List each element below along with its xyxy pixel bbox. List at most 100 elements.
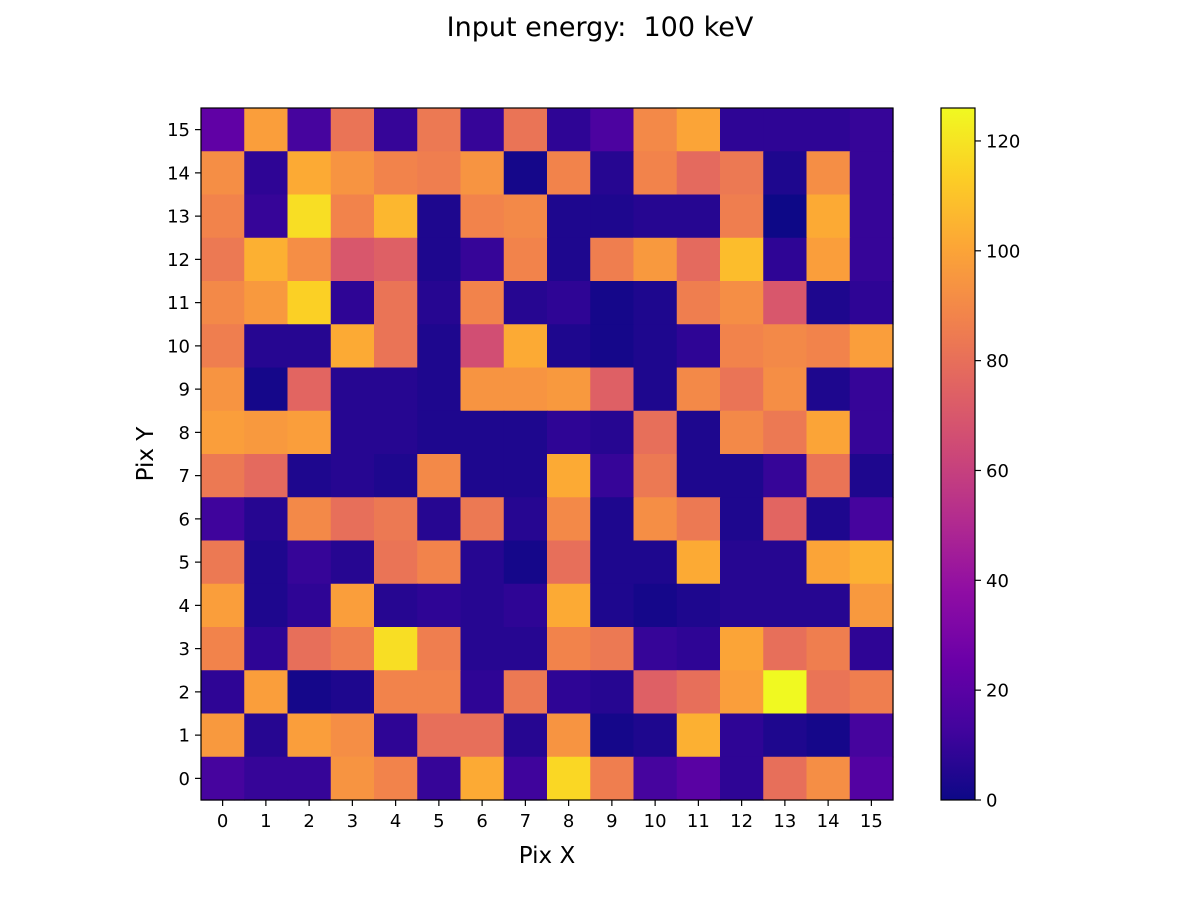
heatmap-cell	[460, 583, 505, 628]
heatmap-cell	[763, 670, 808, 715]
y-tick-label: 14	[167, 163, 190, 184]
y-tick-label: 8	[179, 423, 190, 444]
heatmap-cell	[201, 410, 245, 455]
x-tick-label: 10	[644, 811, 667, 832]
heatmap-cell	[633, 151, 678, 196]
colorbar-tick-label: 80	[986, 351, 1009, 372]
heatmap-cell	[849, 454, 894, 498]
heatmap-cell	[201, 756, 245, 801]
heatmap-cell	[417, 497, 462, 542]
heatmap-cell	[849, 540, 894, 585]
heatmap-cell	[330, 281, 375, 325]
heatmap-cell	[374, 540, 418, 585]
heatmap-cell	[374, 151, 418, 196]
heatmap-cell	[374, 713, 418, 758]
heatmap-cell	[849, 237, 894, 282]
colorbar-tick-label: 60	[986, 461, 1009, 482]
heatmap-cells	[201, 108, 894, 801]
heatmap-cell	[720, 281, 764, 325]
heatmap-cell	[460, 367, 505, 412]
heatmap-cell	[460, 540, 505, 585]
heatmap-cell	[417, 713, 462, 758]
heatmap-cell	[244, 237, 289, 282]
y-tick-label: 2	[179, 682, 190, 703]
heatmap-cell	[330, 237, 375, 282]
heatmap-cell	[244, 670, 289, 715]
heatmap-cell	[633, 627, 678, 671]
heatmap-cell	[763, 151, 808, 196]
heatmap-cell	[633, 194, 678, 239]
heatmap-cell	[590, 410, 635, 455]
heatmap-cell	[244, 756, 289, 801]
heatmap-cell	[676, 410, 721, 455]
heatmap-cell	[547, 583, 591, 628]
heatmap-cell	[676, 454, 721, 498]
heatmap-cell	[503, 540, 548, 585]
heatmap-cell	[720, 151, 764, 196]
heatmap-cell	[244, 108, 289, 152]
heatmap-cell	[201, 194, 245, 239]
heatmap-cell	[244, 713, 289, 758]
heatmap-cell	[374, 454, 418, 498]
heatmap-cell	[806, 540, 851, 585]
y-tick-label: 0	[179, 769, 190, 790]
heatmap-cell	[460, 497, 505, 542]
heatmap-cell	[244, 281, 289, 325]
heatmap-cell	[720, 367, 764, 412]
heatmap-cell	[417, 756, 462, 801]
heatmap-cell	[633, 454, 678, 498]
heatmap-cell	[676, 670, 721, 715]
heatmap-cell	[547, 281, 591, 325]
heatmap-cell	[806, 713, 851, 758]
heatmap-cell	[547, 151, 591, 196]
heatmap-cell	[374, 324, 418, 369]
heatmap-cell	[720, 237, 764, 282]
heatmap-cell	[676, 713, 721, 758]
heatmap-cell	[763, 410, 808, 455]
heatmap-cell	[503, 237, 548, 282]
heatmap-cell	[547, 670, 591, 715]
heatmap-cell	[201, 367, 245, 412]
heatmap-cell	[244, 454, 289, 498]
heatmap-cell	[806, 756, 851, 801]
heatmap-cell	[633, 713, 678, 758]
heatmap-cell	[806, 583, 851, 628]
heatmap-cell	[417, 583, 462, 628]
y-tick-label: 5	[179, 553, 190, 574]
x-tick-label: 4	[390, 811, 401, 832]
heatmap-cell	[763, 281, 808, 325]
heatmap-cell	[503, 583, 548, 628]
x-tick-label: 3	[347, 811, 358, 832]
heatmap-cell	[590, 194, 635, 239]
heatmap-cell	[590, 324, 635, 369]
chart-title: Input energy: 100 keV	[446, 12, 754, 43]
heatmap-cell	[590, 454, 635, 498]
heatmap-cell	[503, 454, 548, 498]
x-tick-label: 15	[860, 811, 883, 832]
heatmap-cell	[633, 670, 678, 715]
heatmap-cell	[763, 627, 808, 671]
heatmap-cell	[806, 454, 851, 498]
heatmap-cell	[201, 540, 245, 585]
heatmap-cell	[590, 713, 635, 758]
heatmap-cell	[287, 324, 332, 369]
heatmap-cell	[330, 454, 375, 498]
y-tick-label: 7	[179, 466, 190, 487]
heatmap-cell	[763, 540, 808, 585]
heatmap-cell	[287, 410, 332, 455]
heatmap-cell	[374, 410, 418, 455]
heatmap-cell	[244, 540, 289, 585]
colorbar-tick-label: 100	[986, 241, 1020, 262]
heatmap-cell	[460, 108, 505, 152]
heatmap-cell	[806, 410, 851, 455]
y-tick-label: 6	[179, 509, 190, 530]
heatmap-cell	[590, 627, 635, 671]
heatmap-cell	[547, 497, 591, 542]
heatmap-cell	[633, 756, 678, 801]
heatmap-cell	[676, 583, 721, 628]
heatmap-cell	[763, 713, 808, 758]
heatmap-cell	[201, 454, 245, 498]
y-tick-label: 4	[179, 596, 190, 617]
heatmap-cell	[460, 194, 505, 239]
